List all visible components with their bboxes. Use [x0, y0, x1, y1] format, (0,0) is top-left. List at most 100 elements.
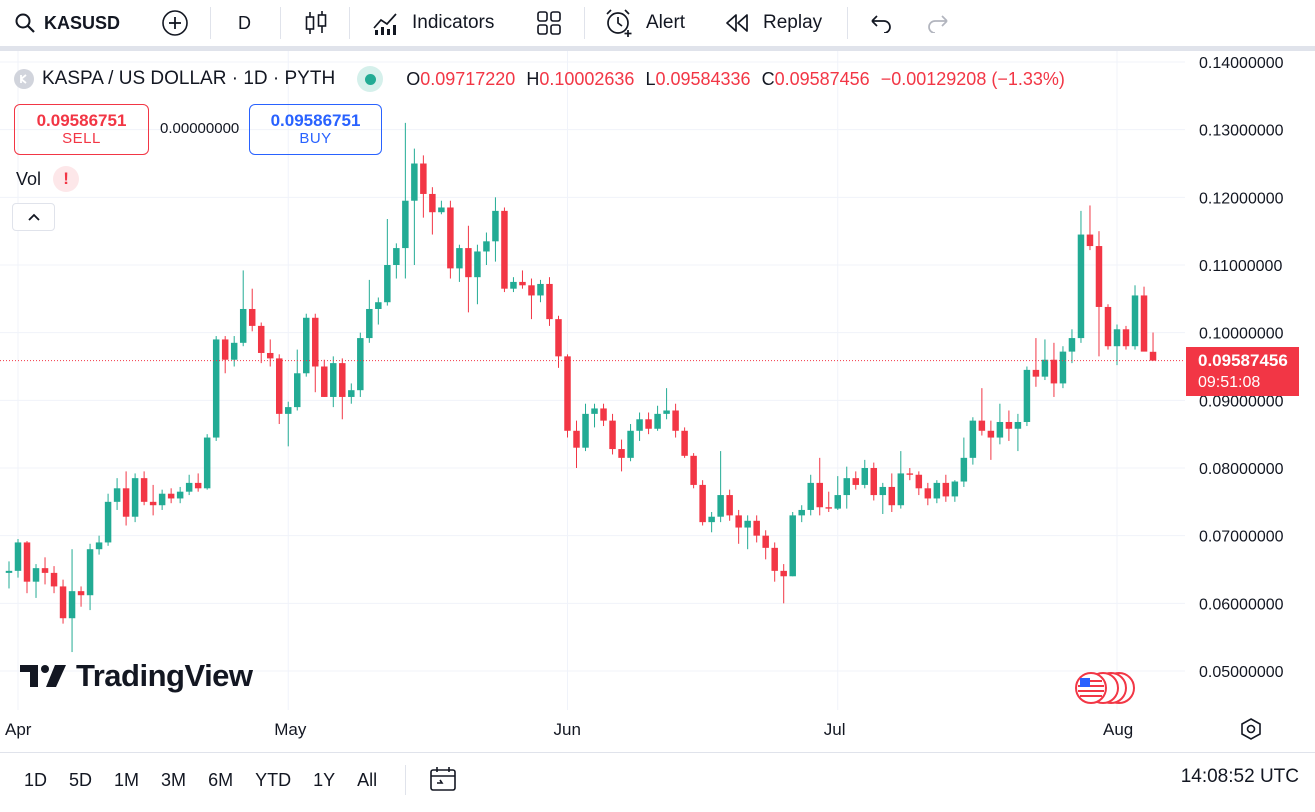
- candle[interactable]: [744, 515, 751, 550]
- candle[interactable]: [762, 530, 769, 560]
- candle[interactable]: [158, 489, 166, 510]
- candle[interactable]: [68, 549, 76, 653]
- candle[interactable]: [888, 473, 896, 512]
- candle[interactable]: [807, 474, 814, 516]
- candle[interactable]: [1068, 329, 1076, 364]
- candle[interactable]: [834, 476, 841, 510]
- candle[interactable]: [789, 511, 796, 577]
- candle[interactable]: [510, 277, 517, 293]
- candle[interactable]: [1131, 285, 1139, 350]
- candle[interactable]: [654, 405, 661, 431]
- goto-date-button[interactable]: [428, 765, 458, 795]
- range-button-all[interactable]: All: [357, 769, 378, 790]
- candle[interactable]: [257, 322, 265, 364]
- candle[interactable]: [618, 439, 625, 472]
- range-button-1m[interactable]: 1M: [114, 769, 140, 790]
- candle[interactable]: [474, 244, 481, 305]
- candle[interactable]: [411, 148, 418, 265]
- candle[interactable]: [339, 358, 346, 420]
- candle[interactable]: [753, 515, 760, 543]
- compare-symbol-button[interactable]: [160, 0, 190, 46]
- candle[interactable]: [960, 437, 968, 487]
- range-button-1d[interactable]: 1D: [24, 769, 48, 790]
- candle[interactable]: [519, 270, 526, 289]
- candle[interactable]: [879, 482, 887, 515]
- time-axis[interactable]: Apr May Jun Jul Aug: [5, 720, 1133, 739]
- range-button-6m[interactable]: 6M: [208, 769, 234, 790]
- replay-button[interactable]: Replay: [724, 0, 822, 46]
- candle[interactable]: [357, 332, 364, 397]
- buy-button[interactable]: 0.09586751 BUY: [249, 104, 382, 155]
- candle[interactable]: [50, 566, 58, 594]
- candlestick-chart[interactable]: 0.14000000 0.13000000 0.12000000 0.11000000…: [0, 51, 1315, 751]
- candle[interactable]: [1050, 342, 1058, 397]
- candle[interactable]: [987, 420, 995, 460]
- candle[interactable]: [861, 459, 869, 489]
- market-status-icon[interactable]: [357, 66, 384, 92]
- us-flag-icon[interactable]: [1074, 671, 1136, 705]
- volume-label[interactable]: Vol: [16, 168, 42, 189]
- candle[interactable]: [1086, 205, 1094, 251]
- candle[interactable]: [978, 388, 986, 436]
- candle[interactable]: [798, 505, 805, 523]
- tradingview-logo[interactable]: TradingView: [20, 658, 253, 694]
- candle[interactable]: [1149, 332, 1157, 361]
- candle[interactable]: [429, 187, 436, 235]
- candle[interactable]: [212, 336, 220, 441]
- candle[interactable]: [122, 471, 130, 526]
- candle[interactable]: [203, 434, 211, 490]
- candle[interactable]: [771, 542, 778, 582]
- candle[interactable]: [375, 297, 382, 325]
- candle[interactable]: [492, 197, 499, 262]
- candle[interactable]: [870, 462, 878, 501]
- candle[interactable]: [221, 336, 229, 374]
- candle[interactable]: [285, 401, 292, 447]
- candle[interactable]: [266, 339, 274, 367]
- candle[interactable]: [591, 403, 598, 428]
- chart-type-button[interactable]: [303, 0, 329, 46]
- candle[interactable]: [906, 468, 914, 481]
- candle[interactable]: [176, 486, 184, 504]
- candle[interactable]: [1041, 339, 1049, 381]
- candle[interactable]: [275, 354, 283, 425]
- candle[interactable]: [248, 288, 256, 332]
- candle[interactable]: [636, 412, 643, 441]
- candle[interactable]: [1113, 324, 1121, 366]
- candle[interactable]: [915, 471, 923, 496]
- candle[interactable]: [294, 349, 301, 411]
- candle[interactable]: [501, 207, 508, 293]
- range-button-ytd[interactable]: YTD: [255, 769, 292, 790]
- candle[interactable]: [86, 543, 94, 611]
- candle[interactable]: [528, 278, 535, 320]
- price-axis[interactable]: 0.14000000 0.13000000 0.12000000 0.11000000…: [1199, 55, 1284, 681]
- candle[interactable]: [717, 451, 724, 523]
- candle[interactable]: [1095, 231, 1103, 357]
- candle[interactable]: [1140, 286, 1148, 352]
- candle[interactable]: [690, 453, 697, 489]
- candle[interactable]: [348, 383, 355, 404]
- candle[interactable]: [483, 232, 490, 265]
- candle[interactable]: [816, 457, 823, 516]
- candle[interactable]: [708, 511, 715, 533]
- interval-button[interactable]: D: [238, 12, 251, 33]
- candle[interactable]: [32, 564, 40, 598]
- candle[interactable]: [438, 200, 445, 215]
- candle[interactable]: [321, 359, 328, 397]
- candle[interactable]: [600, 403, 607, 427]
- candle[interactable]: [1014, 413, 1022, 452]
- candle[interactable]: [77, 586, 85, 607]
- candle[interactable]: [726, 489, 733, 521]
- candle[interactable]: [1077, 210, 1085, 343]
- candle[interactable]: [456, 244, 463, 282]
- candle[interactable]: [924, 482, 932, 506]
- legend-title[interactable]: KASPA / US DOLLAR · 1D · PYTH: [42, 68, 336, 89]
- alert-button[interactable]: Alert: [603, 0, 685, 46]
- utc-clock[interactable]: 14:08:52 UTC: [1180, 766, 1299, 787]
- candle[interactable]: [402, 122, 409, 279]
- candle[interactable]: [384, 218, 391, 306]
- collapse-legend-button[interactable]: [12, 203, 55, 231]
- candle[interactable]: [1059, 346, 1067, 389]
- candle[interactable]: [1122, 325, 1130, 350]
- candle[interactable]: [366, 279, 373, 343]
- candle[interactable]: [420, 155, 427, 218]
